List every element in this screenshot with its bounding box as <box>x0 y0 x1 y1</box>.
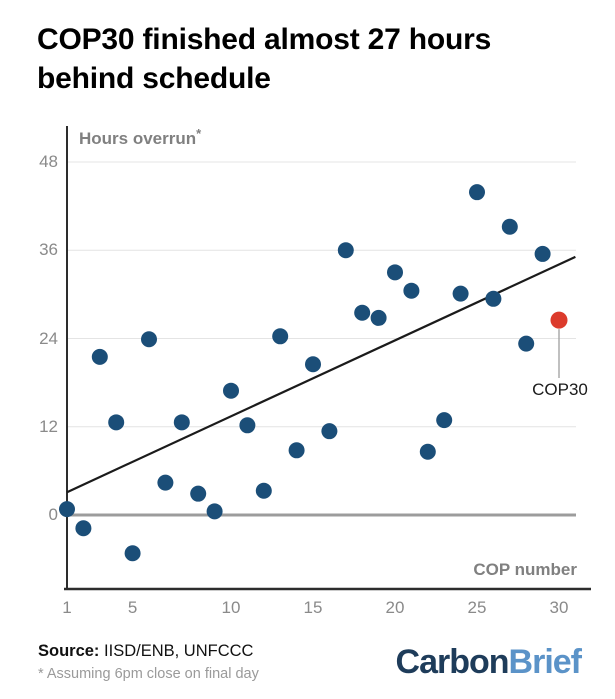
data-point <box>485 290 502 307</box>
data-point <box>190 485 207 502</box>
data-point <box>141 331 157 348</box>
footnote-asterisk: * <box>196 126 202 141</box>
data-point <box>91 348 108 365</box>
y-tick-label: 48 <box>39 152 58 171</box>
source-value: IISD/ENB, UNFCCC <box>99 642 254 660</box>
cop30-data-point <box>550 311 568 329</box>
y-tick-label: 12 <box>39 416 58 436</box>
data-point <box>534 245 551 262</box>
source-line: Source: IISD/ENB, UNFCCC <box>38 642 253 661</box>
data-point <box>337 242 354 259</box>
data-point <box>501 218 518 235</box>
data-point <box>206 503 223 520</box>
data-point <box>403 282 420 299</box>
data-point <box>272 328 289 345</box>
chart-title: COP30 finished almost 27 hours behind sc… <box>37 23 492 95</box>
data-point <box>518 335 535 352</box>
data-point <box>436 412 453 429</box>
y-tick-label: 36 <box>39 240 58 260</box>
data-point <box>354 304 371 321</box>
data-point <box>108 414 125 431</box>
carbonbrief-logo: CarbonBrief <box>395 643 582 682</box>
data-point <box>288 442 305 459</box>
x-tick-label: 15 <box>303 598 323 617</box>
data-point <box>419 443 436 460</box>
data-point <box>157 474 174 491</box>
trend-line <box>66 255 576 494</box>
y-axis-title-text: Hours overrun <box>79 129 197 148</box>
x-tick-label: 1 <box>62 598 72 617</box>
y-axis-title: Hours overrun* <box>79 126 201 149</box>
data-point <box>321 423 338 440</box>
data-point <box>469 184 485 201</box>
x-tick-label: 20 <box>385 598 405 617</box>
y-tick-label: 24 <box>39 328 58 348</box>
data-point <box>305 356 321 373</box>
data-point <box>239 417 256 434</box>
x-tick-label: 25 <box>467 598 487 617</box>
x-axis-title: COP number <box>473 560 577 579</box>
x-tick-label: 10 <box>221 598 241 617</box>
data-point <box>452 285 469 302</box>
logo-carbon: Carbon <box>395 643 510 681</box>
footnote: * Assuming 6pm close on final day <box>38 666 259 682</box>
data-point <box>370 309 387 326</box>
data-point <box>173 414 190 431</box>
data-point <box>255 482 272 499</box>
x-tick-label: 5 <box>127 598 138 617</box>
cop30-annotation-label: COP30 <box>532 380 588 399</box>
data-point <box>75 520 92 537</box>
data-point <box>223 382 239 399</box>
data-point <box>124 545 141 562</box>
y-tick-label: 0 <box>48 505 58 524</box>
source-label: Source: <box>38 642 100 660</box>
scatter-plot <box>59 126 591 591</box>
data-point <box>59 501 75 518</box>
x-tick-label: 30 <box>549 598 569 617</box>
logo-brief: Brief <box>508 643 582 681</box>
data-point <box>387 264 403 281</box>
